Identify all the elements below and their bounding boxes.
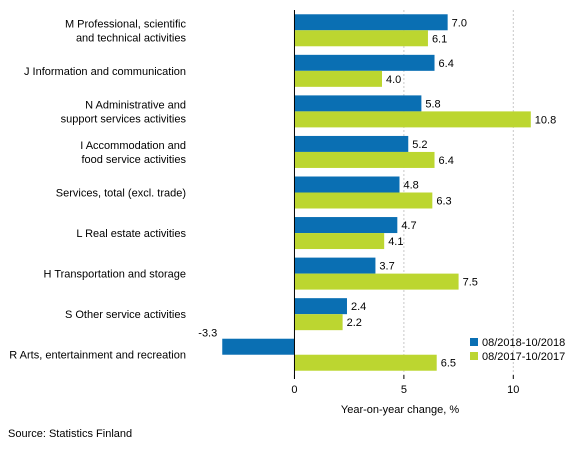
category-label-line: H Transportation and storage <box>44 269 186 281</box>
data-label: 7.5 <box>463 277 478 289</box>
category-label-line: S Other service activities <box>65 309 187 321</box>
bar <box>294 111 531 128</box>
bar <box>294 273 459 290</box>
data-label: 3.7 <box>379 261 394 273</box>
bar <box>294 135 409 152</box>
bar <box>294 217 398 234</box>
data-label: 2.4 <box>351 301 366 313</box>
bar <box>294 176 400 193</box>
data-labels: 7.0 6.1 6.4 4.0 5.8 10.8 5.2 6.4 4.8 6.3 4.7 4.1 3.7… <box>198 17 556 369</box>
x-axis-ticks: 0 5 10 <box>291 375 519 396</box>
legend-label: 08/2017-10/2017 <box>482 351 565 363</box>
category-label-line: food service activities <box>81 154 186 166</box>
bar <box>294 233 385 250</box>
category-label-line: L Real estate activities <box>76 228 186 240</box>
category-label: N Administrative and support services act… <box>61 99 187 125</box>
data-label: 5.2 <box>412 139 427 151</box>
category-label: S Other service activities <box>65 309 187 321</box>
bar <box>222 338 295 355</box>
data-label: 7.0 <box>452 17 467 29</box>
data-label: 4.1 <box>388 236 403 248</box>
category-label-line: Services, total (excl. trade) <box>56 188 186 200</box>
bar <box>294 54 435 71</box>
data-label: 6.1 <box>432 33 447 45</box>
category-label-line: R Arts, entertainment and recreation <box>9 350 186 362</box>
category-label-line: support services activities <box>61 113 187 125</box>
bar <box>294 14 448 31</box>
category-label-line: N Administrative and <box>85 99 186 111</box>
bar <box>294 314 343 331</box>
data-label: 6.5 <box>441 358 456 370</box>
data-label: 4.0 <box>386 74 401 86</box>
legend-swatch <box>470 352 478 360</box>
category-label-line: and technical activities <box>76 32 187 44</box>
category-label-line: I Accommodation and <box>80 140 186 152</box>
data-label: 6.3 <box>436 196 451 208</box>
category-label: R Arts, entertainment and recreation <box>9 350 186 362</box>
bar <box>294 354 437 371</box>
category-label: I Accommodation and food service activiti… <box>80 140 186 166</box>
category-label-line: M Professional, scientific <box>65 18 187 30</box>
bar <box>294 70 382 87</box>
legend-label: 08/2018-10/2018 <box>482 337 565 349</box>
tick-label: 10 <box>507 384 519 396</box>
category-label: H Transportation and storage <box>44 269 186 281</box>
category-label-line: J Information and communication <box>24 66 186 78</box>
data-label: 2.2 <box>347 317 362 329</box>
bar <box>294 192 433 209</box>
bars <box>222 14 531 371</box>
data-label: 6.4 <box>439 58 454 70</box>
tick-label: 5 <box>401 384 407 396</box>
data-label: 4.8 <box>404 180 419 192</box>
bar <box>294 95 422 112</box>
bar <box>294 151 435 168</box>
data-label: -3.3 <box>198 328 217 340</box>
bar <box>294 30 428 47</box>
tick-label: 0 <box>291 384 297 396</box>
grid-lines <box>403 10 514 375</box>
data-label: 4.7 <box>401 220 416 232</box>
category-label: L Real estate activities <box>76 228 186 240</box>
legend: 08/2018-10/2018 08/2017-10/2017 <box>470 337 565 363</box>
legend-swatch <box>470 338 478 346</box>
source-note: Source: Statistics Finland <box>8 428 133 440</box>
category-label: M Professional, scientific and technical … <box>65 18 187 44</box>
bar <box>294 298 347 315</box>
category-label: J Information and communication <box>24 66 186 78</box>
x-axis-label: Year-on-year change, % <box>341 404 459 416</box>
data-label: 6.4 <box>439 155 454 167</box>
category-label: Services, total (excl. trade) <box>56 188 186 200</box>
category-labels: M Professional, scientific and technical … <box>9 18 186 361</box>
data-label: 10.8 <box>535 114 556 126</box>
data-label: 5.8 <box>425 98 440 110</box>
bar <box>294 257 376 274</box>
